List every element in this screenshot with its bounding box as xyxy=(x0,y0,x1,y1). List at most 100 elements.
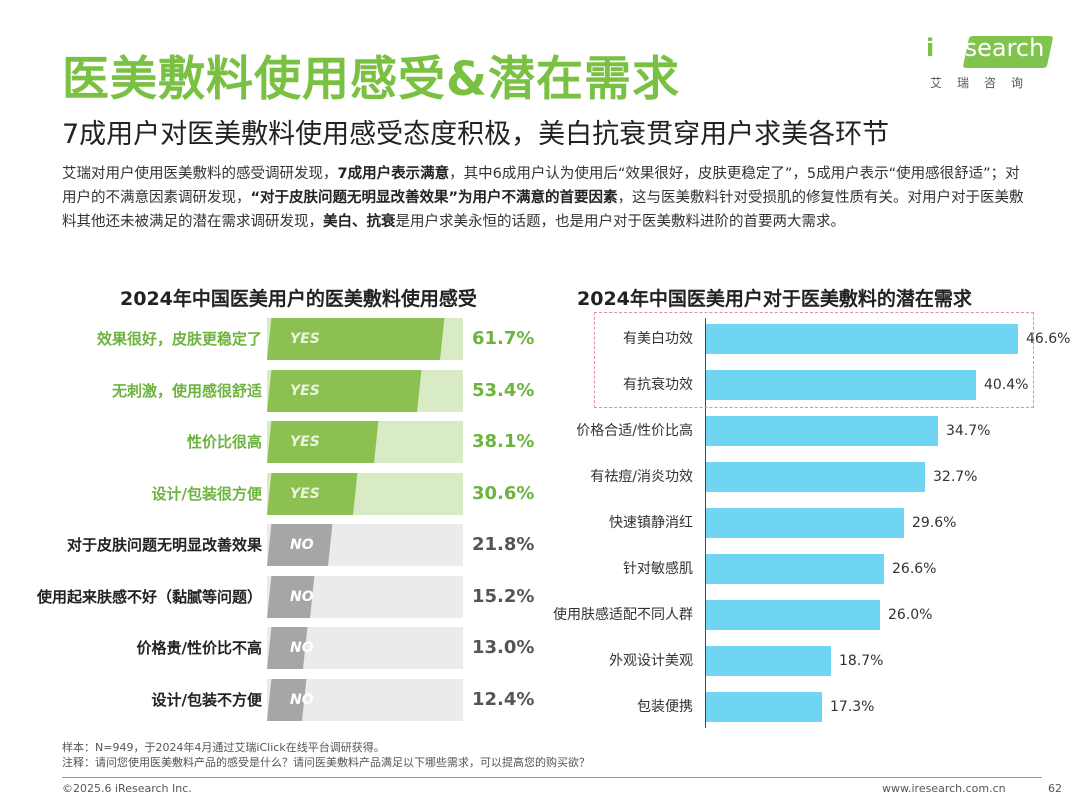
right-chart-axis xyxy=(705,318,706,728)
right-bar-row: 外观设计美观 18.7% xyxy=(540,646,1080,676)
left-bar-label: 设计/包装很方便 xyxy=(151,484,262,503)
right-bar-row: 价格合适/性价比高 34.7% xyxy=(540,416,1080,446)
right-bar-value: 32.7% xyxy=(933,469,978,485)
left-bar xyxy=(267,678,463,721)
intro-text-2: ，其中6成用户认为使用后“效果很好，皮肤更稳定了”，5成用户表示“使用感很舒适”… xyxy=(62,166,1020,206)
right-bar-value: 46.6% xyxy=(1026,331,1071,347)
footer-website: www.iresearch.com.cn xyxy=(882,782,1006,795)
left-bar xyxy=(267,369,463,412)
left-bar-label: 性价比很高 xyxy=(186,433,262,451)
right-bar xyxy=(706,646,831,676)
left-bar-label: 无刺激，使用感很舒适 xyxy=(111,381,262,400)
left-bar-value: 53.4% xyxy=(472,379,535,401)
notes-block: 样本：N=949，于2024年4月通过艾瑞iClick在线平台调研获得。 注释：… xyxy=(62,740,590,770)
left-chart-title: 2024年中国医美用户的医美敷料使用感受 xyxy=(120,288,477,310)
left-bar xyxy=(267,627,463,669)
left-bar-value: 61.7% xyxy=(472,328,535,349)
right-bar xyxy=(706,324,1018,354)
page-number: 62 xyxy=(1048,782,1062,795)
right-bar-row: 有祛痘/消炎功效 32.7% xyxy=(540,462,1080,492)
right-chart-title: 2024年中国医美用户对于医美敷料的潜在需求 xyxy=(577,288,972,310)
highlight-box xyxy=(594,312,1034,408)
right-bar-value: 26.0% xyxy=(888,607,933,623)
left-bar-row: 无刺激，使用感很舒适 YES 53.4% xyxy=(30,369,540,412)
left-bar-value: 13.0% xyxy=(472,637,535,658)
left-bar xyxy=(267,575,463,618)
left-bar-tag: NO xyxy=(290,691,314,708)
right-bar xyxy=(706,554,884,584)
left-bar xyxy=(267,421,463,463)
left-bar-row: 设计/包装很方便 YES 30.6% xyxy=(30,472,540,515)
intro-text-4: 是用户求美永恒的话题，也是用户对于医美敷料进阶的首要两大需求。 xyxy=(395,214,846,230)
right-bar-label: 使用肤感适配不同人群 xyxy=(553,607,693,623)
question-note: 注释：请问您使用医美敷料产品的感受是什么？请问医美敷料产品满足以下哪些需求，可以… xyxy=(62,756,590,769)
right-bar-row: 快速镇静消红 29.6% xyxy=(540,508,1080,538)
left-bar-label: 效果很好，皮肤更稳定了 xyxy=(96,330,262,348)
left-bar-tag: NO xyxy=(290,537,314,553)
logo-wordmark: iResearch xyxy=(926,34,1044,62)
left-bar-value: 15.2% xyxy=(472,585,535,607)
left-bar-row: 使用起来肤感不好（黏腻等问题） NO 15.2% xyxy=(30,575,540,618)
logo-chinese-name: 艾瑞咨询 xyxy=(930,76,1039,90)
left-bar-label: 价格贵/性价比不高 xyxy=(136,639,262,657)
intro-text-1: 艾瑞对用户使用医美敷料的感受调研发现， xyxy=(62,166,338,182)
right-bar xyxy=(706,370,976,400)
left-bar-row: 效果很好，皮肤更稳定了 YES 61.7% xyxy=(30,318,540,360)
intro-text-3: ，这与医美敷料针对受损肌的修复性质有关。对用户对于医美敷料其他还未被满足的潜在需… xyxy=(62,190,1024,230)
right-bar-label: 有抗衰功效 xyxy=(623,377,693,393)
left-bar-tag: YES xyxy=(290,382,320,399)
right-bar-label: 有美白功效 xyxy=(623,331,693,347)
left-bar-tag: NO xyxy=(290,640,314,656)
right-bar xyxy=(706,416,938,446)
left-bar-row: 价格贵/性价比不高 NO 13.0% xyxy=(30,627,540,669)
left-bar-value: 12.4% xyxy=(472,688,535,710)
right-bar-label: 针对敏感肌 xyxy=(623,561,693,577)
sample-note: 样本：N=949，于2024年4月通过艾瑞iClick在线平台调研获得。 xyxy=(62,741,385,754)
left-bar-tag: YES xyxy=(290,434,320,450)
right-bar-value: 40.4% xyxy=(984,377,1029,393)
right-bar xyxy=(706,462,925,492)
right-bar-label: 有祛痘/消炎功效 xyxy=(590,469,693,485)
footer-divider xyxy=(62,777,1042,778)
left-bar-row: 对于皮肤问题无明显改善效果 NO 21.8% xyxy=(30,524,540,566)
right-bar-row: 针对敏感肌 26.6% xyxy=(540,554,1080,584)
right-bar-value: 29.6% xyxy=(912,515,957,531)
logo-i: i xyxy=(926,34,935,62)
page-subtitle: 7成用户对医美敷料使用感受态度积极，美白抗衰贯穿用户求美各环节 xyxy=(62,119,890,150)
left-bar xyxy=(267,472,463,515)
intro-bold-2: “对于皮肤问题无明显改善效果”为用户不满意的首要因素 xyxy=(250,190,618,206)
right-bar-row: 包装便携 17.3% xyxy=(540,692,1080,722)
right-bar-label: 外观设计美观 xyxy=(609,653,693,669)
right-bar-value: 26.6% xyxy=(892,561,937,577)
left-bar xyxy=(267,318,463,360)
right-bar-label: 快速镇静消红 xyxy=(609,515,693,531)
right-bar-label: 包装便携 xyxy=(637,699,693,715)
left-bar-label: 使用起来肤感不好（黏腻等问题） xyxy=(36,587,262,606)
footer-copyright: ©2025.6 iResearch Inc. xyxy=(62,782,192,795)
right-bar-value: 18.7% xyxy=(839,653,884,669)
right-bar-label: 价格合适/性价比高 xyxy=(576,423,693,439)
right-bar-row: 有抗衰功效 40.4% xyxy=(540,370,1080,400)
left-bar-row: 设计/包装不方便 NO 12.4% xyxy=(30,678,540,721)
left-bar-label: 设计/包装不方便 xyxy=(151,690,262,709)
right-bar xyxy=(706,692,822,722)
right-bar-row: 使用肤感适配不同人群 26.0% xyxy=(540,600,1080,630)
left-bar-fill xyxy=(267,421,379,463)
right-bar xyxy=(706,508,904,538)
left-bar-label: 对于皮肤问题无明显改善效果 xyxy=(66,536,262,554)
iresearch-logo: iResearch 艾瑞咨询 xyxy=(926,34,1054,96)
right-bar xyxy=(706,600,880,630)
left-bar-tag: YES xyxy=(290,485,320,502)
left-bar-value: 38.1% xyxy=(472,431,535,452)
left-bar-value: 30.6% xyxy=(472,482,535,504)
left-bar xyxy=(267,524,463,566)
right-bar-row: 有美白功效 46.6% xyxy=(540,324,1080,354)
left-bar-row: 性价比很高 YES 38.1% xyxy=(30,421,540,463)
intro-bold-1: 7成用户表示满意 xyxy=(337,166,450,182)
left-bar-value: 21.8% xyxy=(472,534,535,555)
right-bar-value: 17.3% xyxy=(830,699,875,715)
right-bar-value: 34.7% xyxy=(946,423,991,439)
page-title: 医美敷料使用感受&潜在需求 xyxy=(62,52,680,107)
logo-research: Research xyxy=(934,34,1045,62)
intro-paragraph: 艾瑞对用户使用医美敷料的感受调研发现，7成用户表示满意，其中6成用户认为使用后“… xyxy=(62,162,1024,234)
